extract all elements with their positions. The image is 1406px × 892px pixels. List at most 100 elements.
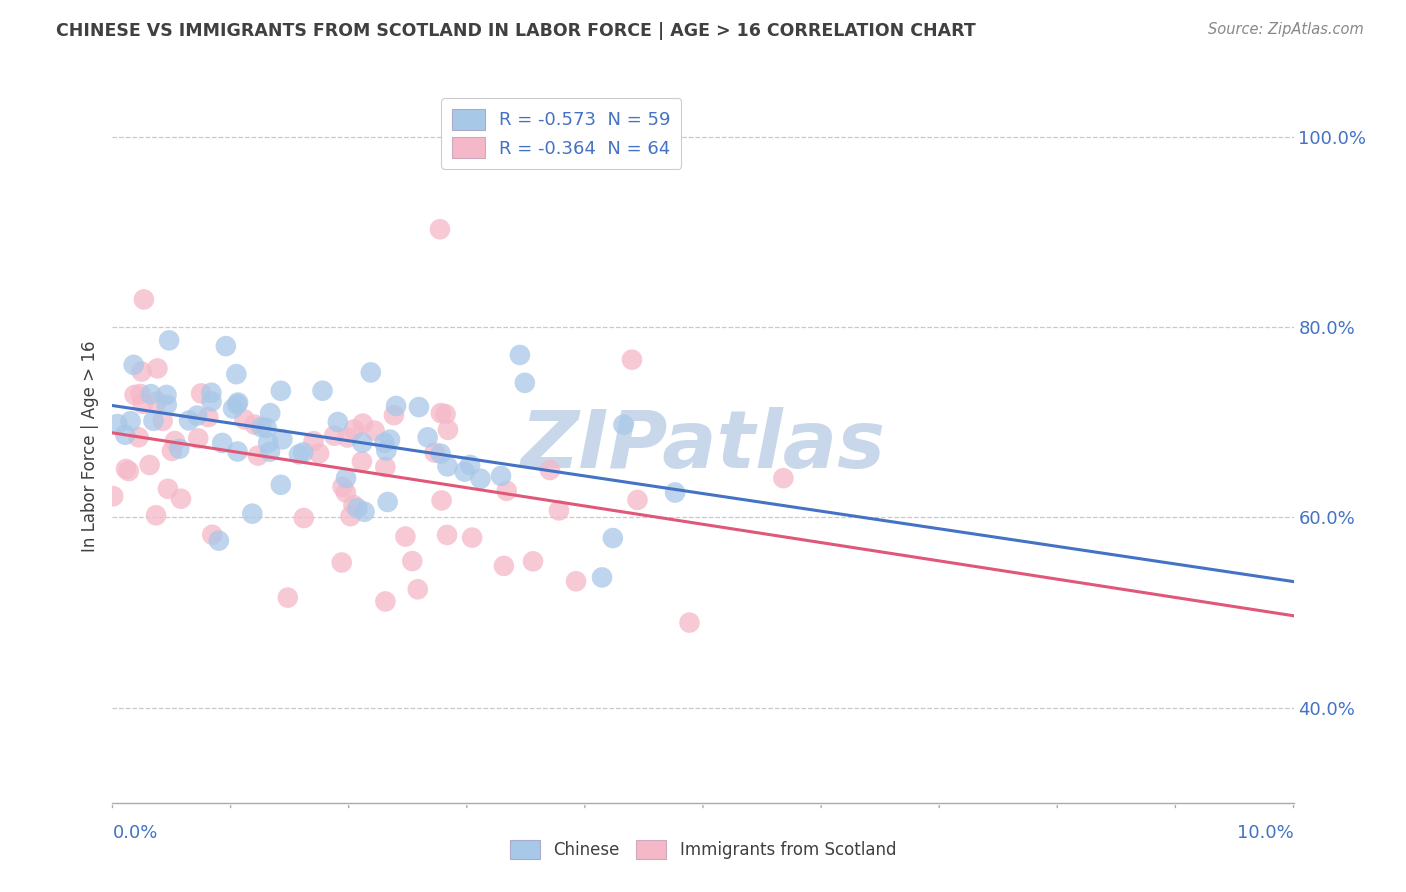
Point [131, 365, 153, 379]
Point [302, 434, 325, 449]
Point [374, 460, 396, 475]
Point [612, 417, 634, 432]
Point [197, 410, 219, 425]
Point [330, 556, 353, 570]
Point [157, 334, 180, 348]
Point [453, 465, 475, 479]
Point [186, 409, 208, 423]
Point [492, 558, 515, 573]
Text: 10.0%: 10.0% [1237, 823, 1294, 842]
Point [139, 387, 162, 401]
Point [323, 428, 346, 442]
Point [363, 424, 385, 438]
Point [240, 507, 263, 521]
Point [277, 591, 299, 605]
Point [156, 398, 179, 412]
Text: CHINESE VS IMMIGRANTS FROM SCOTLAND IN LABOR FORCE | AGE > 16 CORRELATION CHART: CHINESE VS IMMIGRANTS FROM SCOTLAND IN L… [56, 22, 976, 40]
Point [436, 459, 458, 474]
Point [772, 471, 794, 485]
Point [538, 463, 561, 477]
Point [434, 407, 457, 421]
Point [350, 454, 373, 468]
Point [155, 388, 177, 402]
Point [458, 458, 481, 472]
Point [243, 417, 266, 432]
Point [226, 444, 249, 458]
Point [626, 492, 648, 507]
Point [215, 339, 238, 353]
Text: Source: ZipAtlas.com: Source: ZipAtlas.com [1208, 22, 1364, 37]
Point [602, 531, 624, 545]
Legend: R = -0.573  N = 59, R = -0.364  N = 64: R = -0.573 N = 59, R = -0.364 N = 64 [441, 98, 682, 169]
Point [461, 531, 484, 545]
Point [346, 501, 368, 516]
Point [128, 430, 150, 444]
Point [429, 222, 451, 236]
Point [430, 493, 453, 508]
Point [270, 384, 292, 398]
Point [200, 394, 222, 409]
Point [246, 449, 269, 463]
Point [118, 464, 141, 478]
Point [200, 385, 222, 400]
Point [522, 554, 544, 568]
Point [250, 420, 273, 434]
Point [256, 421, 278, 435]
Point [259, 406, 281, 420]
Point [292, 445, 315, 459]
Point [342, 498, 364, 512]
Point [222, 401, 245, 416]
Y-axis label: In Labor Force | Age > 16: In Labor Force | Age > 16 [80, 340, 98, 552]
Point [226, 397, 249, 411]
Text: 0.0%: 0.0% [112, 823, 157, 842]
Point [103, 489, 125, 503]
Point [163, 434, 186, 448]
Point [394, 530, 416, 544]
Point [591, 570, 613, 584]
Point [226, 395, 249, 409]
Point [423, 445, 446, 459]
Point [208, 533, 231, 548]
Point [470, 472, 492, 486]
Point [378, 433, 401, 447]
Point [201, 527, 224, 541]
Point [332, 480, 354, 494]
Point [353, 505, 375, 519]
Point [678, 615, 700, 630]
Point [190, 386, 212, 401]
Point [138, 458, 160, 472]
Point [288, 447, 311, 461]
Point [115, 462, 138, 476]
Point [308, 446, 330, 460]
Point [335, 471, 357, 485]
Point [437, 423, 460, 437]
Point [335, 485, 357, 500]
Point [374, 594, 396, 608]
Point [429, 447, 451, 461]
Point [131, 397, 153, 411]
Point [105, 417, 128, 431]
Point [170, 491, 193, 506]
Point [152, 414, 174, 428]
Point [401, 554, 423, 568]
Point [257, 435, 280, 450]
Point [408, 400, 430, 414]
Point [156, 482, 179, 496]
Point [129, 387, 152, 401]
Point [225, 367, 247, 381]
Point [142, 414, 165, 428]
Point [416, 430, 439, 444]
Point [211, 436, 233, 450]
Point [373, 435, 395, 450]
Point [352, 417, 374, 431]
Point [270, 477, 292, 491]
Point [122, 358, 145, 372]
Point [375, 443, 398, 458]
Point [548, 503, 571, 517]
Point [339, 509, 361, 524]
Point [124, 388, 146, 402]
Point [352, 435, 374, 450]
Point [664, 485, 686, 500]
Point [145, 508, 167, 523]
Point [336, 431, 359, 445]
